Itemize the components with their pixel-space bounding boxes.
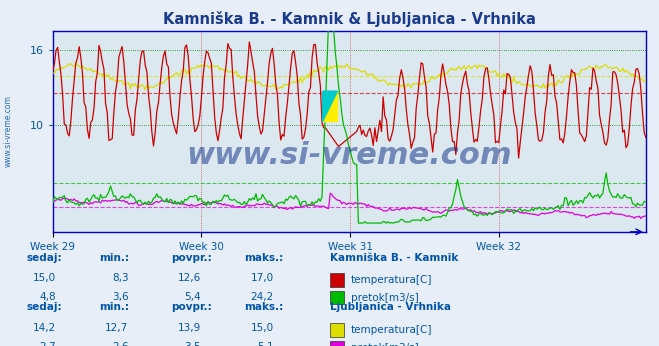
Text: sedaj:: sedaj: <box>26 253 62 263</box>
Text: 8,3: 8,3 <box>112 273 129 283</box>
Bar <box>330 291 344 304</box>
Text: pretok[m3/s]: pretok[m3/s] <box>351 293 418 303</box>
Text: 2,7: 2,7 <box>40 342 56 346</box>
Text: 3,5: 3,5 <box>185 342 201 346</box>
Text: 17,0: 17,0 <box>250 273 273 283</box>
Text: 5,1: 5,1 <box>257 342 273 346</box>
Text: min.:: min.: <box>99 253 129 263</box>
Text: sedaj:: sedaj: <box>26 302 62 312</box>
Text: www.si-vreme.com: www.si-vreme.com <box>3 95 13 167</box>
Text: povpr.:: povpr.: <box>171 302 212 312</box>
Text: 2,6: 2,6 <box>112 342 129 346</box>
Text: 15,0: 15,0 <box>250 323 273 333</box>
Text: Ljubljanica - Vrhnika: Ljubljanica - Vrhnika <box>330 302 451 312</box>
Text: temperatura[C]: temperatura[C] <box>351 275 432 285</box>
Text: Kamniška B. - Kamnik: Kamniška B. - Kamnik <box>330 253 458 263</box>
Text: maks.:: maks.: <box>244 302 283 312</box>
Bar <box>330 341 344 346</box>
Polygon shape <box>322 91 337 121</box>
Text: www.si-vreme.com: www.si-vreme.com <box>186 141 512 170</box>
Text: povpr.:: povpr.: <box>171 253 212 263</box>
Title: Kamniška B. - Kamnik & Ljubljanica - Vrhnika: Kamniška B. - Kamnik & Ljubljanica - Vrh… <box>163 11 536 27</box>
Text: 4,8: 4,8 <box>40 292 56 302</box>
Text: 15,0: 15,0 <box>33 273 56 283</box>
Text: 24,2: 24,2 <box>250 292 273 302</box>
Text: maks.:: maks.: <box>244 253 283 263</box>
Polygon shape <box>322 91 337 121</box>
Text: pretok[m3/s]: pretok[m3/s] <box>351 343 418 346</box>
Text: temperatura[C]: temperatura[C] <box>351 325 432 335</box>
Text: 13,9: 13,9 <box>178 323 201 333</box>
Text: min.:: min.: <box>99 302 129 312</box>
Bar <box>330 273 344 287</box>
Text: 12,6: 12,6 <box>178 273 201 283</box>
Text: 5,4: 5,4 <box>185 292 201 302</box>
Bar <box>330 323 344 337</box>
Text: 12,7: 12,7 <box>105 323 129 333</box>
Text: 3,6: 3,6 <box>112 292 129 302</box>
Text: 14,2: 14,2 <box>33 323 56 333</box>
Polygon shape <box>322 91 337 121</box>
